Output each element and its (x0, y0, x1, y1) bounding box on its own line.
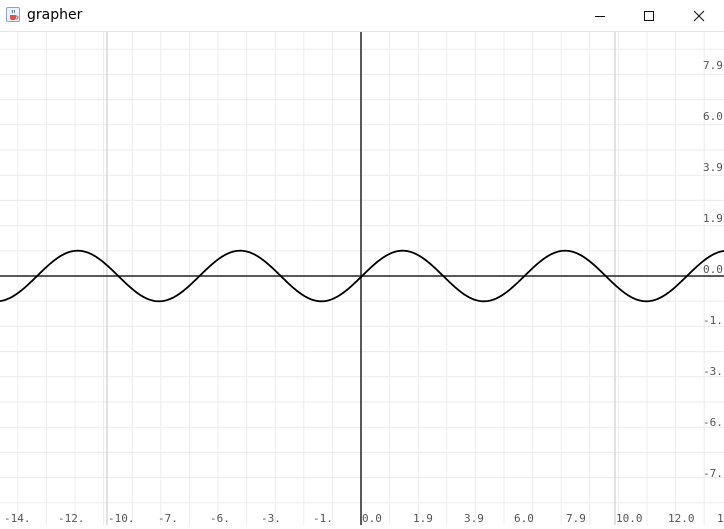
x-tick-label: 7.9 (566, 512, 586, 525)
y-tick-label: 6.0 (703, 110, 723, 123)
x-tick-label: 10.0 (616, 512, 643, 525)
y-tick-label: -1. (703, 314, 723, 327)
close-button[interactable] (676, 0, 722, 31)
minimize-button[interactable] (577, 0, 623, 31)
x-tick-label: 6.0 (514, 512, 534, 525)
x-tick-label: -1. (313, 512, 333, 525)
y-tick-label: 7.9 (703, 59, 723, 72)
x-tick-label: 1 (717, 512, 724, 525)
window-title: grapher (27, 7, 83, 23)
y-tick-label: -6. (703, 416, 723, 429)
x-tick-label: -7. (158, 512, 178, 525)
function-curve (0, 249, 724, 303)
x-tick-label: -3. (261, 512, 281, 525)
minimize-icon (595, 15, 605, 17)
y-tick-label: 1.9 (703, 212, 723, 225)
x-tick-label: -14. (4, 512, 31, 525)
x-tick-label: 1.9 (413, 512, 433, 525)
function-plot: 7.9 6.0 3.9 1.9 0.0 -1. -3. -6. -7. -14. -12. -10.… (0, 32, 724, 525)
maximize-button[interactable] (626, 0, 672, 31)
close-icon (693, 10, 705, 21)
x-tick-label: 3.9 (464, 512, 484, 525)
x-tick-label: -12. (58, 512, 85, 525)
y-tick-label: -7. (703, 467, 723, 480)
title-bar: grapher (0, 0, 724, 32)
y-tick-label: -3. (703, 365, 723, 378)
x-tick-label: 12.0 (668, 512, 695, 525)
x-tick-label: 0.0 (362, 512, 382, 525)
graph-canvas[interactable]: 7.9 6.0 3.9 1.9 0.0 -1. -3. -6. -7. -14. -12. -10.… (0, 32, 724, 525)
y-tick-label: 3.9 (703, 161, 723, 174)
x-tick-label: -10. (108, 512, 135, 525)
x-tick-label: -6. (210, 512, 230, 525)
y-tick-label: 0.0 (703, 263, 723, 276)
java-cup-icon (6, 7, 20, 22)
maximize-icon (644, 10, 654, 21)
